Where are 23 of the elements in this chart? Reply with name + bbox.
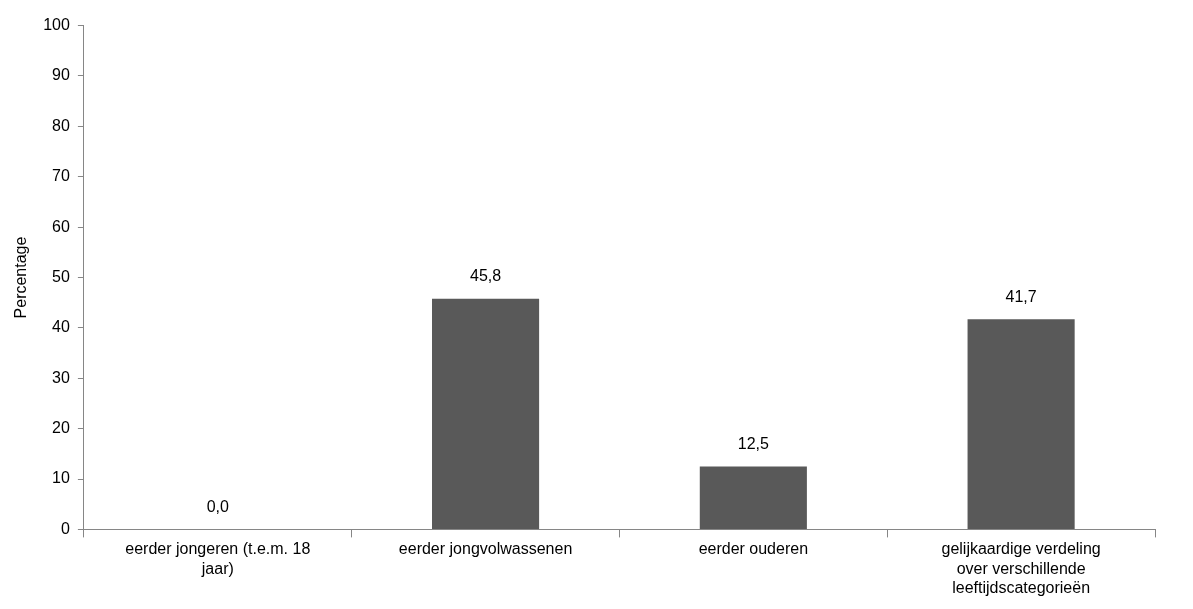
bar xyxy=(967,319,1075,529)
data-label: 0,0 xyxy=(206,497,229,515)
bar xyxy=(432,298,540,529)
data-label: 41,7 xyxy=(1005,287,1037,305)
y-tick-label: 0 xyxy=(60,519,70,537)
x-tick-label: eerder jongeren (t.e.m. 18 jaar) xyxy=(125,540,311,577)
y-tick-label: 50 xyxy=(52,267,70,285)
y-tick-label: 100 xyxy=(43,16,70,34)
y-tick-label: 80 xyxy=(52,116,70,134)
data-label: 12,5 xyxy=(737,434,770,452)
y-tick-label: 20 xyxy=(52,419,70,437)
y-tick-label: 10 xyxy=(52,469,70,487)
data-label: 45,8 xyxy=(469,267,502,285)
x-tick-label: gelijkaardige verdeling over verschillende leeftijdscategorieën xyxy=(941,540,1101,596)
y-axis-title: Percentage xyxy=(12,236,30,319)
y-tick-label: 60 xyxy=(52,217,70,235)
y-tick-label: 70 xyxy=(52,167,70,185)
x-tick-label: eerder jongvolwassenen xyxy=(398,540,573,558)
y-tick-label: 90 xyxy=(52,66,70,84)
bar xyxy=(699,466,807,529)
y-tick-label: 40 xyxy=(52,318,70,336)
x-tick-label: eerder ouderen xyxy=(698,540,809,558)
y-tick-label: 30 xyxy=(52,368,70,386)
